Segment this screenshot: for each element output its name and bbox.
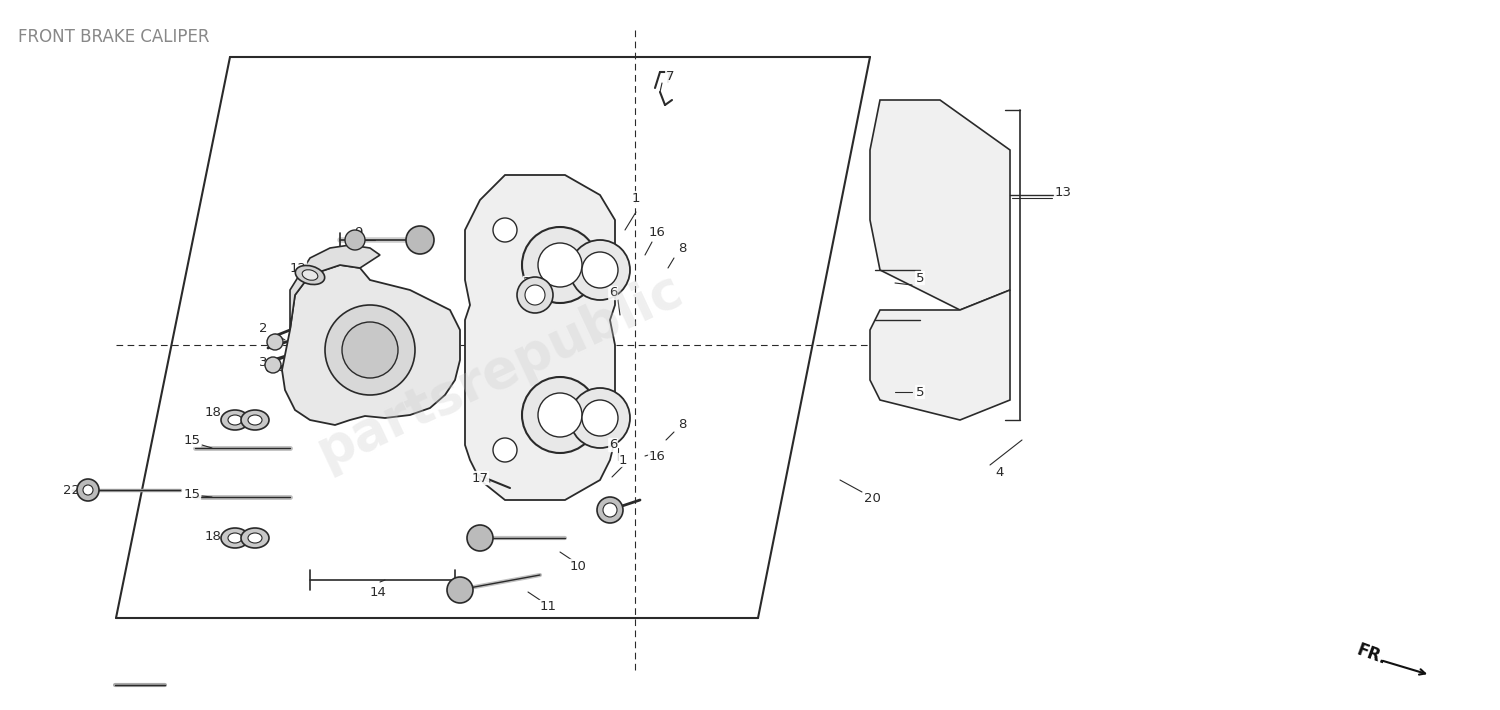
Ellipse shape — [228, 533, 242, 543]
Text: 12: 12 — [290, 261, 306, 275]
Text: 4: 4 — [996, 466, 1004, 479]
Circle shape — [582, 252, 618, 288]
Text: 7: 7 — [666, 70, 675, 82]
Circle shape — [494, 218, 517, 242]
Text: 1: 1 — [618, 454, 627, 466]
Circle shape — [538, 243, 582, 287]
Circle shape — [570, 388, 630, 448]
Text: 21: 21 — [524, 276, 540, 290]
Text: 22: 22 — [63, 484, 81, 496]
Circle shape — [447, 577, 472, 603]
Polygon shape — [282, 265, 460, 425]
Text: FRONT BRAKE CALIPER: FRONT BRAKE CALIPER — [18, 28, 210, 46]
Circle shape — [525, 285, 544, 305]
Circle shape — [603, 503, 616, 517]
Text: 5: 5 — [915, 271, 924, 285]
Circle shape — [522, 227, 599, 303]
Text: 16: 16 — [648, 226, 666, 239]
Circle shape — [582, 400, 618, 436]
Circle shape — [570, 240, 630, 300]
Polygon shape — [465, 175, 615, 500]
Circle shape — [522, 377, 599, 453]
Text: 15: 15 — [183, 434, 201, 447]
Circle shape — [406, 226, 433, 254]
Ellipse shape — [248, 533, 262, 543]
Text: 17: 17 — [471, 471, 489, 484]
Polygon shape — [870, 100, 1010, 310]
Polygon shape — [870, 290, 1010, 420]
Text: 8: 8 — [678, 417, 686, 430]
Polygon shape — [290, 245, 380, 330]
Text: 18: 18 — [204, 407, 222, 420]
Text: 6: 6 — [609, 439, 616, 452]
Text: partsrepublic: partsrepublic — [309, 263, 692, 478]
Text: 5: 5 — [915, 386, 924, 398]
Text: 10: 10 — [570, 559, 586, 572]
Ellipse shape — [248, 415, 262, 425]
Text: 1: 1 — [632, 192, 640, 204]
Text: 15: 15 — [183, 488, 201, 501]
Circle shape — [494, 438, 517, 462]
Text: 13: 13 — [1054, 185, 1071, 199]
Text: 11: 11 — [540, 601, 556, 613]
Ellipse shape — [228, 415, 242, 425]
Text: 20: 20 — [864, 491, 880, 505]
Circle shape — [267, 334, 284, 350]
Text: 9: 9 — [354, 226, 362, 239]
Circle shape — [518, 277, 554, 313]
Circle shape — [345, 230, 364, 250]
Circle shape — [326, 305, 416, 395]
Text: 8: 8 — [678, 241, 686, 254]
Ellipse shape — [242, 528, 268, 548]
Ellipse shape — [220, 528, 249, 548]
Circle shape — [266, 357, 280, 373]
Circle shape — [597, 497, 622, 523]
Circle shape — [538, 393, 582, 437]
Ellipse shape — [296, 266, 324, 285]
Circle shape — [76, 479, 99, 501]
Text: 3: 3 — [258, 356, 267, 368]
Text: 19: 19 — [602, 503, 618, 516]
Ellipse shape — [220, 410, 249, 430]
Circle shape — [82, 485, 93, 495]
Text: 14: 14 — [369, 586, 387, 599]
Ellipse shape — [242, 410, 268, 430]
Text: 16: 16 — [648, 449, 666, 462]
Text: 18: 18 — [204, 530, 222, 543]
Circle shape — [342, 322, 398, 378]
Text: FR.: FR. — [1354, 641, 1389, 669]
Text: 2: 2 — [258, 322, 267, 334]
Circle shape — [466, 525, 494, 551]
Ellipse shape — [302, 270, 318, 280]
Text: 6: 6 — [609, 287, 616, 300]
